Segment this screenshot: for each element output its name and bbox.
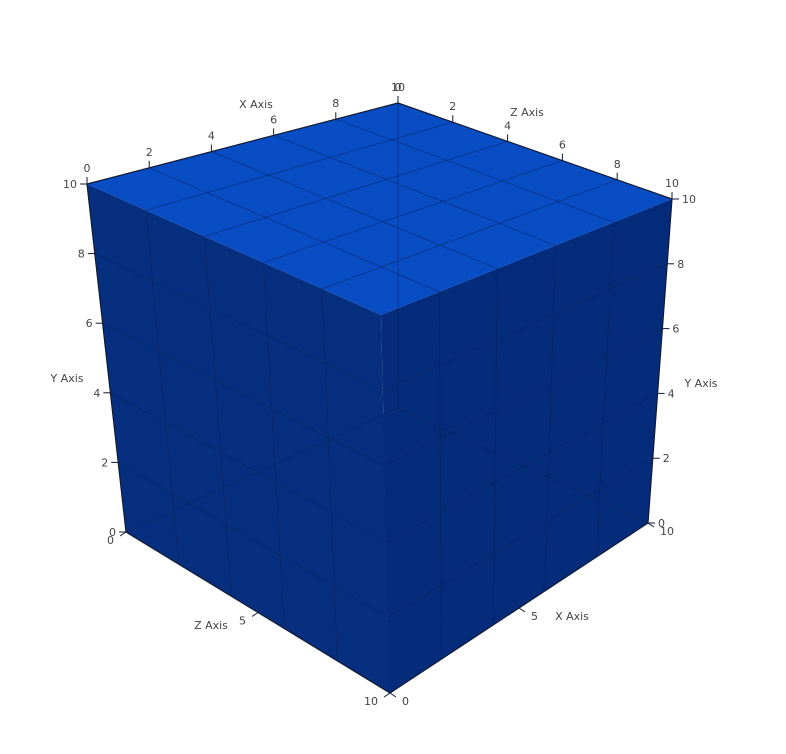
cube-edge (647, 198, 673, 524)
x-axis-bottom-title: X Axis (555, 610, 589, 623)
z-axis-top-tick-label: 2 (449, 100, 456, 113)
y-axis-right-tick-label: 6 (672, 323, 679, 336)
y-axis-right-tick-label: 0 (658, 517, 665, 530)
cube-gridlines (94, 103, 668, 661)
y-axis-left-tick-label: 10 (63, 178, 77, 191)
z-axis-top-tick-label: 0 (395, 81, 402, 94)
y-axis-left-title: Y Axis (49, 372, 83, 385)
top-face (87, 103, 672, 315)
x-axis-top-tick-label: 6 (270, 113, 277, 126)
gridline (145, 121, 453, 211)
gridline (204, 236, 232, 597)
gridline (386, 393, 658, 543)
x-axis-bottom-tick (389, 692, 397, 698)
cube-edge (86, 102, 399, 185)
gridline (118, 462, 389, 618)
gridline (438, 291, 442, 660)
gridline (211, 151, 498, 269)
gridline (263, 262, 285, 629)
x-axis-bottom-tick-label: 10 (660, 525, 674, 538)
gridline (273, 135, 556, 246)
y-axis-right-tick-label: 2 (663, 452, 670, 465)
x-axis-top-title: X Axis (239, 98, 273, 111)
x-axis-top-tick-label: 0 (84, 162, 91, 175)
gridline (596, 222, 615, 558)
gridline (145, 210, 180, 565)
gridline (102, 322, 385, 467)
y-axis-right-tick-label: 4 (668, 387, 675, 400)
y-axis-right-tick-label: 8 (677, 258, 684, 271)
gridline (204, 141, 508, 237)
gridline (149, 167, 440, 293)
y-axis-left-tick-label: 0 (109, 526, 116, 539)
right-face (381, 199, 672, 693)
z-axis-bottom-tick (119, 531, 127, 537)
axis-titles: X Axis Z Axis Y Axis Y Axis Z Axis X Axis (49, 98, 717, 632)
x-axis-top-tick-label: 4 (208, 130, 215, 143)
cube-edge (86, 183, 127, 533)
left-face (87, 184, 390, 693)
z-axis-top-tick-label: 4 (504, 119, 511, 132)
x-axis-bottom-tick (518, 607, 526, 613)
z-axis-bottom-tick (251, 612, 259, 617)
x-axis-top-tick-label: 10 (391, 81, 405, 94)
gridline (335, 118, 614, 223)
y-axis-left-tick-label: 6 (86, 317, 93, 330)
gridline (492, 268, 498, 626)
gridline (94, 253, 383, 391)
y-axis-left-tick-label: 2 (101, 456, 108, 469)
hidden-edge (125, 407, 399, 533)
y-axis-left-tick-label: 8 (78, 248, 85, 261)
y-axis-right-tick-label: 10 (682, 193, 696, 206)
y-axis-left-tick-label: 4 (93, 387, 100, 400)
gridline (110, 392, 387, 543)
x-axis-bottom-tick-label: 0 (402, 695, 409, 708)
z-axis-top-tick-label: 10 (665, 177, 679, 190)
z-axis-bottom-tick-label: 0 (107, 534, 114, 547)
x-axis-bottom-tick-label: 5 (531, 610, 538, 623)
z-axis-top-tick-label: 6 (559, 139, 566, 152)
gridline (544, 245, 556, 592)
cube-faces (87, 103, 672, 693)
z-axis-bottom-tick (383, 692, 391, 698)
gridline (321, 288, 338, 661)
hidden-edge (397, 407, 649, 524)
z-axis-bottom-tick-label: 10 (364, 695, 378, 708)
z-axis-bottom-title: Z Axis (194, 619, 228, 632)
z-axis-top-title: Z Axis (510, 106, 544, 119)
cube-edge (397, 102, 673, 200)
gridline (322, 179, 618, 290)
x-axis-bottom-tick (647, 522, 655, 528)
gridline (263, 160, 563, 263)
gridline (387, 457, 654, 618)
axis-ticks (80, 96, 679, 698)
cube-edges (86, 102, 673, 694)
z-axis-bottom-tick-label: 5 (239, 615, 246, 628)
y-axis-right-title: Y Axis (683, 377, 717, 390)
x-axis-top-tick-label: 2 (146, 146, 153, 159)
gridline (382, 263, 668, 391)
gridline (384, 328, 663, 467)
z-axis-top-tick-label: 8 (614, 158, 621, 171)
x-axis-top-tick-label: 8 (332, 97, 339, 110)
